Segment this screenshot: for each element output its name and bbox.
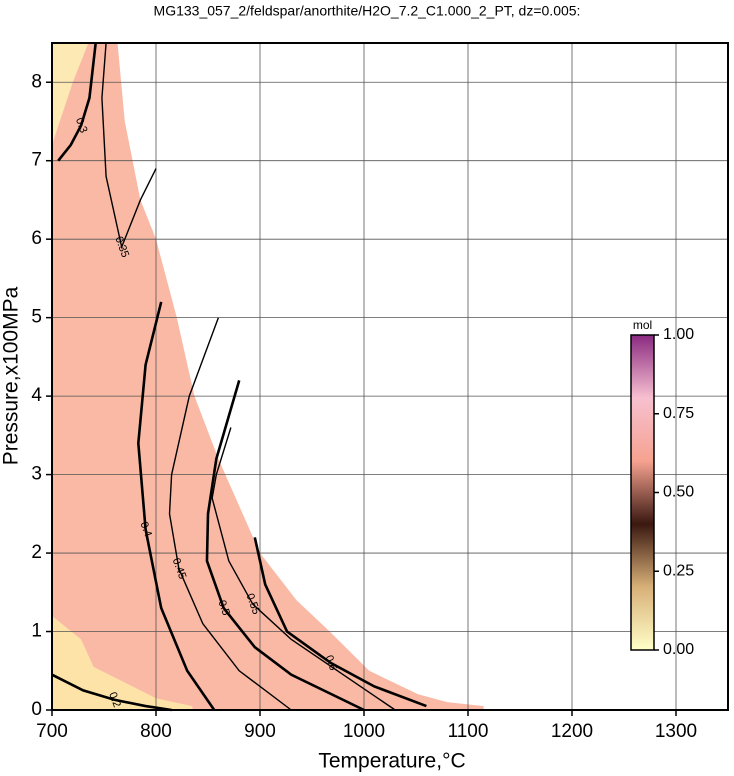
y-tick-label: 8 xyxy=(31,71,42,92)
x-tick-label: 1200 xyxy=(551,721,593,742)
contour-line xyxy=(137,301,216,711)
contour-line xyxy=(205,380,365,712)
x-tick-label: 800 xyxy=(140,721,172,742)
y-tick-label: 2 xyxy=(31,542,42,563)
x-tick-label: 1300 xyxy=(655,721,697,742)
contour-label: 0.5 xyxy=(215,599,232,617)
region xyxy=(52,615,193,710)
x-axis-label: Temperature,°C xyxy=(318,750,465,773)
contour-line xyxy=(211,427,396,711)
colorbar-tick-label: 0.75 xyxy=(663,405,694,422)
contour-line xyxy=(51,673,172,712)
y-tick-label: 1 xyxy=(31,621,42,642)
colorbar-tick-label: 1.00 xyxy=(663,326,694,343)
y-axis-label: Pressure,x100MPa xyxy=(0,286,23,465)
x-tick-label: 700 xyxy=(36,721,68,742)
colorbar-label: mol xyxy=(633,318,652,332)
contour-line xyxy=(168,317,292,711)
y-tick-label: 4 xyxy=(31,385,42,406)
region xyxy=(52,43,484,710)
y-tick-label: 3 xyxy=(31,464,42,485)
y-tick-label: 7 xyxy=(31,150,42,171)
contour-line xyxy=(101,42,157,250)
y-tick-label: 6 xyxy=(31,228,42,249)
contour-line xyxy=(253,537,427,708)
colorbar xyxy=(630,334,655,651)
contour-line xyxy=(57,42,97,162)
region xyxy=(52,43,89,146)
contour-label: 0.4 xyxy=(137,520,154,538)
colorbar-tick-label: 0.50 xyxy=(663,484,694,501)
chart-title: MG133_057_2/feldspar/anorthite/H2O_7.2_C… xyxy=(154,3,581,19)
colorbar-tick-label: 0.00 xyxy=(663,641,694,658)
y-tick-label: 5 xyxy=(31,307,42,328)
x-tick-label: 1000 xyxy=(343,721,385,742)
x-tick-label: 1100 xyxy=(448,721,489,742)
contour-label: 0.2 xyxy=(106,691,123,709)
contour-label: 0.6 xyxy=(323,654,340,672)
x-tick-label: 900 xyxy=(244,721,276,742)
colorbar-tick-label: 0.25 xyxy=(663,562,694,579)
contour-label: 0.3 xyxy=(73,116,90,134)
y-tick-label: 0 xyxy=(31,699,42,720)
plot-frame xyxy=(51,42,729,711)
